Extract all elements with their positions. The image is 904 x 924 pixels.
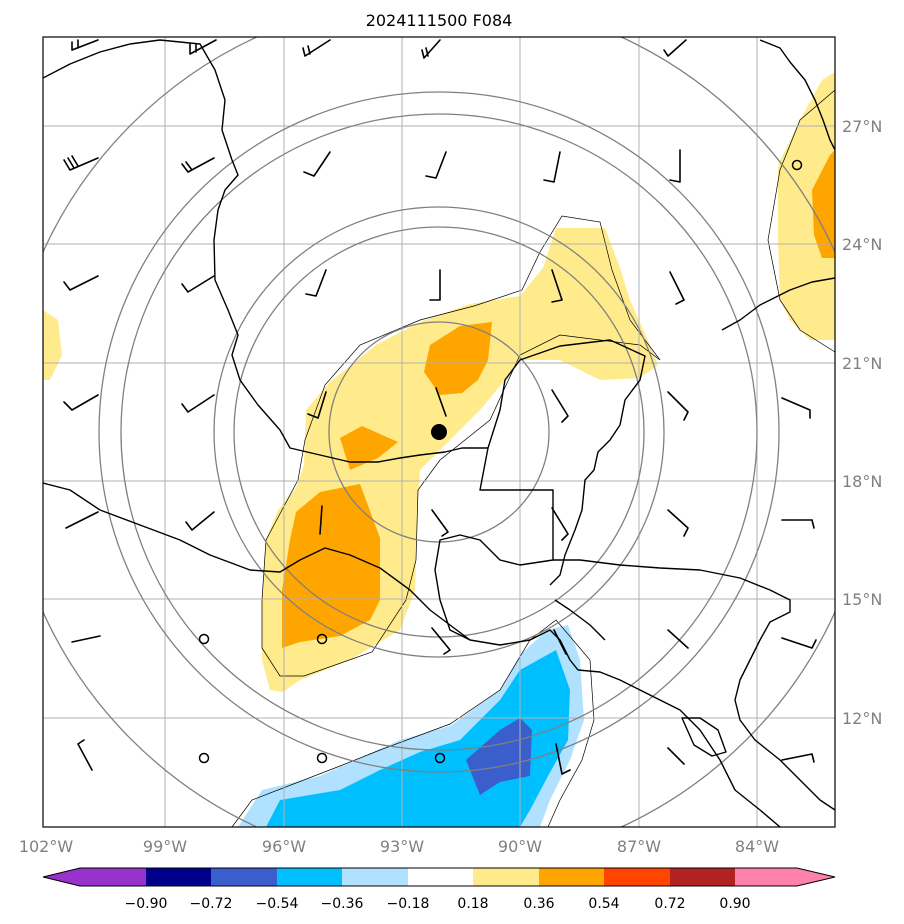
x-tick-label: 99°W bbox=[143, 837, 187, 856]
anomaly-yellow-west-edge bbox=[43, 310, 62, 380]
colorbar-tick-label: −0.18 bbox=[387, 896, 430, 912]
range-rings bbox=[43, 37, 835, 827]
colorbar-labels: −0.90 −0.72 −0.54 −0.36 −0.18 0.18 0.36 … bbox=[125, 896, 751, 912]
cozumel-area bbox=[554, 599, 606, 641]
colorbar-segment bbox=[539, 868, 604, 886]
x-tick-label: 102°W bbox=[19, 837, 74, 856]
y-tick-label: 18°N bbox=[842, 472, 882, 491]
negative-anomaly-core bbox=[466, 718, 532, 795]
colorbar-outline bbox=[42, 867, 836, 887]
colorbar-segment bbox=[670, 868, 735, 886]
anomaly-orange-east bbox=[812, 150, 835, 258]
nicaragua-lake bbox=[681, 717, 727, 757]
graticule bbox=[43, 37, 835, 827]
colorbar-segment bbox=[735, 868, 797, 886]
florida-coast bbox=[759, 39, 835, 151]
colorbar-tick-label: 0.90 bbox=[719, 896, 750, 912]
colorbar-tick-label: −0.36 bbox=[321, 896, 364, 912]
colorbar-tick-label: −0.54 bbox=[256, 896, 299, 912]
filled-contours bbox=[43, 72, 835, 827]
y-axis-labels: 27°N 24°N 21°N 18°N 15°N 12°N bbox=[842, 117, 882, 728]
cuba-coast bbox=[721, 277, 835, 331]
colorbar-segment bbox=[146, 868, 211, 886]
mexico-guatemala-border bbox=[434, 447, 579, 671]
y-tick-label: 15°N bbox=[842, 590, 882, 609]
coastlines bbox=[43, 39, 835, 827]
anomaly-orange-small bbox=[340, 426, 398, 470]
colorbar-segment bbox=[473, 868, 539, 886]
y-tick-label: 27°N bbox=[842, 117, 882, 136]
central-america-coast bbox=[553, 559, 835, 811]
x-tick-label: 84°W bbox=[735, 837, 779, 856]
colorbar-tick-label: 0.54 bbox=[588, 896, 619, 912]
colorbar-segment bbox=[342, 868, 408, 886]
contour-line-positive bbox=[261, 215, 661, 677]
y-tick-label: 12°N bbox=[842, 709, 882, 728]
colorbar-tick-label: 0.72 bbox=[654, 896, 685, 912]
colorbar-tick-label: 0.18 bbox=[457, 896, 488, 912]
map-frame bbox=[42, 36, 836, 828]
x-tick-label: 90°W bbox=[498, 837, 542, 856]
y-tick-label: 24°N bbox=[842, 235, 882, 254]
colorbar-tick-label: −0.90 bbox=[125, 896, 168, 912]
x-tick-label: 96°W bbox=[262, 837, 306, 856]
anomaly-orange-south bbox=[282, 484, 380, 648]
pacific-coast-mexico bbox=[43, 482, 471, 641]
colorbar-tick-label: 0.36 bbox=[523, 896, 554, 912]
central-america-pacific bbox=[577, 669, 781, 827]
colorbar-segment bbox=[604, 868, 670, 886]
yucatan-coast bbox=[487, 339, 646, 586]
colorbar-tick-label: −0.72 bbox=[190, 896, 233, 912]
anomaly-orange-north bbox=[424, 322, 492, 395]
x-tick-label: 93°W bbox=[380, 837, 424, 856]
colorbar-segment bbox=[408, 868, 473, 886]
colorbar-segment bbox=[211, 868, 277, 886]
map-title: 2024111500 F084 bbox=[366, 11, 513, 30]
map-panel bbox=[43, 37, 835, 827]
gulf-coast-us-mexico bbox=[43, 39, 488, 463]
colorbar: −0.90 −0.72 −0.54 −0.36 −0.18 0.18 0.36 … bbox=[42, 867, 836, 912]
x-axis-labels: 102°W 99°W 96°W 93°W 90°W 87°W 84°W bbox=[19, 837, 779, 856]
colorbar-segment bbox=[277, 868, 342, 886]
colorbar-extend-high bbox=[797, 868, 835, 886]
contour-line-east bbox=[767, 89, 835, 353]
colorbar-segment bbox=[80, 868, 146, 886]
y-tick-label: 21°N bbox=[842, 354, 882, 373]
storm-center-marker bbox=[431, 424, 447, 440]
wind-barbs bbox=[63, 39, 817, 775]
x-tick-label: 87°W bbox=[617, 837, 661, 856]
colorbar-extend-low bbox=[43, 868, 80, 886]
